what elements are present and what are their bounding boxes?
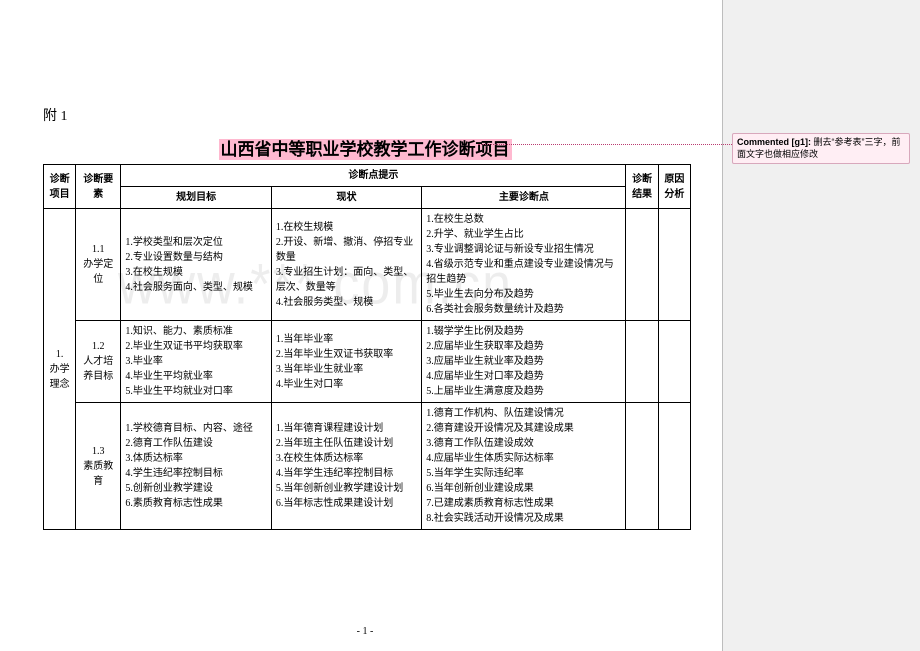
cell-status: 1.在校生规模2.开设、新增、撤消、停招专业数量3.专业招生计划：面向、类型、层… — [271, 209, 421, 321]
list-item: 4.毕业生平均就业率 — [125, 369, 266, 384]
list-item: 1.当年毕业率 — [276, 332, 417, 347]
cell-analysis — [658, 209, 690, 321]
list-item: 7.已建成素质教育标志性成果 — [426, 496, 621, 511]
document-title: 山西省中等职业学校教学工作诊断项目 — [219, 139, 512, 160]
list-item: 1.德育工作机构、队伍建设情况 — [426, 406, 621, 421]
list-item: 4.当年学生违纪率控制目标 — [276, 466, 417, 481]
cell-element: 1.1办学定位 — [76, 209, 121, 321]
table-row: 1.办学理念 1.1办学定位 1.学校类型和层次定位2.专业设置数量与结构3.在… — [44, 209, 691, 321]
list-item: 3.专业招生计划：面向、类型、层次、数量等 — [276, 265, 417, 295]
cell-analysis — [658, 321, 690, 403]
th-result: 诊断结果 — [626, 165, 658, 209]
cell-goal: 1.学校类型和层次定位2.专业设置数量与结构3.在校生规模4.社会服务面向、类型… — [121, 209, 271, 321]
list-item: 5.创新创业教学建设 — [125, 481, 266, 496]
cell-points: 1.在校生总数2.升学、就业学生占比3.专业调整调论证与新设专业招生情况4.省级… — [422, 209, 626, 321]
document-title-wrap: 山西省中等职业学校教学工作诊断项目 — [8, 135, 722, 160]
cell-result — [626, 321, 658, 403]
list-item: 4.社会服务类型、规模 — [276, 295, 417, 310]
list-item: 6.各类社会服务数量统计及趋势 — [426, 302, 621, 317]
th-project: 诊断项目 — [44, 165, 76, 209]
cell-points: 1.德育工作机构、队伍建设情况2.德育建设开设情况及其建设成果3.德育工作队伍建… — [422, 403, 626, 530]
cell-goal: 1.学校德育目标、内容、途径2.德育工作队伍建设3.体质达标率4.学生违纪率控制… — [121, 403, 271, 530]
list-item: 1.在校生总数 — [426, 212, 621, 227]
list-item: 2.应届毕业生获取率及趋势 — [426, 339, 621, 354]
list-item: 1.在校生规模 — [276, 220, 417, 235]
list-item: 4.社会服务面向、类型、规模 — [125, 280, 266, 295]
table-row: 1.3素质教育 1.学校德育目标、内容、途径2.德育工作队伍建设3.体质达标率4… — [44, 403, 691, 530]
list-item: 3.当年毕业生就业率 — [276, 362, 417, 377]
cell-result — [626, 209, 658, 321]
header-row-1: 诊断项目 诊断要素 诊断点提示 诊断结果 原因分析 — [44, 165, 691, 187]
list-item: 2.毕业生双证书平均获取率 — [125, 339, 266, 354]
list-item: 1.学校类型和层次定位 — [125, 235, 266, 250]
attachment-label: 附 1 — [43, 105, 68, 125]
header-row-2: 规划目标 现状 主要诊断点 — [44, 187, 691, 209]
th-element: 诊断要素 — [76, 165, 121, 209]
cell-element: 1.3素质教育 — [76, 403, 121, 530]
list-item: 2.当年毕业生双证书获取率 — [276, 347, 417, 362]
list-item: 1.当年德育课程建设计划 — [276, 421, 417, 436]
list-item: 3.德育工作队伍建设成效 — [426, 436, 621, 451]
th-analysis: 原因分析 — [658, 165, 690, 209]
list-item: 6.当年标志性成果建设计划 — [276, 496, 417, 511]
list-item: 4.省级示范专业和重点建设专业建设情况与招生趋势 — [426, 257, 621, 287]
list-item: 4.应届毕业生对口率及趋势 — [426, 369, 621, 384]
comment-connector-line — [478, 144, 732, 145]
list-item: 1.知识、能力、素质标准 — [125, 324, 266, 339]
cell-goal: 1.知识、能力、素质标准2.毕业生双证书平均获取率3.毕业率4.毕业生平均就业率… — [121, 321, 271, 403]
list-item: 5.毕业生平均就业对口率 — [125, 384, 266, 399]
list-item: 5.当年创新创业教学建设计划 — [276, 481, 417, 496]
th-status: 现状 — [271, 187, 421, 209]
cell-status: 1.当年德育课程建设计划2.当年班主任队伍建设计划3.在校生体质达标率4.当年学… — [271, 403, 421, 530]
cell-points: 1.辍学学生比例及趋势2.应届毕业生获取率及趋势3.应届毕业生就业率及趋势4.应… — [422, 321, 626, 403]
list-item: 1.学校德育目标、内容、途径 — [125, 421, 266, 436]
list-item: 6.素质教育标志性成果 — [125, 496, 266, 511]
list-item: 5.上届毕业生满意度及趋势 — [426, 384, 621, 399]
list-item: 3.体质达标率 — [125, 451, 266, 466]
cell-analysis — [658, 403, 690, 530]
list-item: 2.升学、就业学生占比 — [426, 227, 621, 242]
th-hints-group: 诊断点提示 — [121, 165, 626, 187]
list-item: 5.当年学生实际违纪率 — [426, 466, 621, 481]
list-item: 2.开设、新增、撤消、停招专业数量 — [276, 235, 417, 265]
list-item: 4.学生违纪率控制目标 — [125, 466, 266, 481]
diagnosis-table: 诊断项目 诊断要素 诊断点提示 诊断结果 原因分析 规划目标 现状 主要诊断点 … — [43, 164, 691, 530]
cell-element: 1.2人才培养目标 — [76, 321, 121, 403]
list-item: 3.在校生规模 — [125, 265, 266, 280]
cell-project: 1.办学理念 — [44, 209, 76, 530]
list-item: 6.当年创新创业建设成果 — [426, 481, 621, 496]
list-item: 5.毕业生去向分布及趋势 — [426, 287, 621, 302]
list-item: 2.德育工作队伍建设 — [125, 436, 266, 451]
cell-result — [626, 403, 658, 530]
th-points: 主要诊断点 — [422, 187, 626, 209]
comment-label: Commented [g1]: — [737, 137, 811, 147]
cell-status: 1.当年毕业率2.当年毕业生双证书获取率3.当年毕业生就业率4.毕业生对口率 — [271, 321, 421, 403]
list-item: 2.德育建设开设情况及其建设成果 — [426, 421, 621, 436]
list-item: 2.当年班主任队伍建设计划 — [276, 436, 417, 451]
comment-balloon[interactable]: Commented [g1]: 删去“参考表”三字，前面文字也做相应修改 — [732, 133, 910, 164]
th-goal: 规划目标 — [121, 187, 271, 209]
list-item: 3.在校生体质达标率 — [276, 451, 417, 466]
list-item: 8.社会实践活动开设情况及成果 — [426, 511, 621, 526]
list-item: 3.毕业率 — [125, 354, 266, 369]
list-item: 4.应届毕业生体质实际达标率 — [426, 451, 621, 466]
list-item: 3.专业调整调论证与新设专业招生情况 — [426, 242, 621, 257]
table-row: 1.2人才培养目标 1.知识、能力、素质标准2.毕业生双证书平均获取率3.毕业率… — [44, 321, 691, 403]
comment-pane — [722, 0, 920, 651]
list-item: 3.应届毕业生就业率及趋势 — [426, 354, 621, 369]
list-item: 1.辍学学生比例及趋势 — [426, 324, 621, 339]
list-item: 2.专业设置数量与结构 — [125, 250, 266, 265]
document-page: 附 1 山西省中等职业学校教学工作诊断项目 www.***.com.cn 诊断项… — [8, 0, 722, 651]
list-item: 4.毕业生对口率 — [276, 377, 417, 392]
page-number: - 1 - — [8, 626, 722, 637]
